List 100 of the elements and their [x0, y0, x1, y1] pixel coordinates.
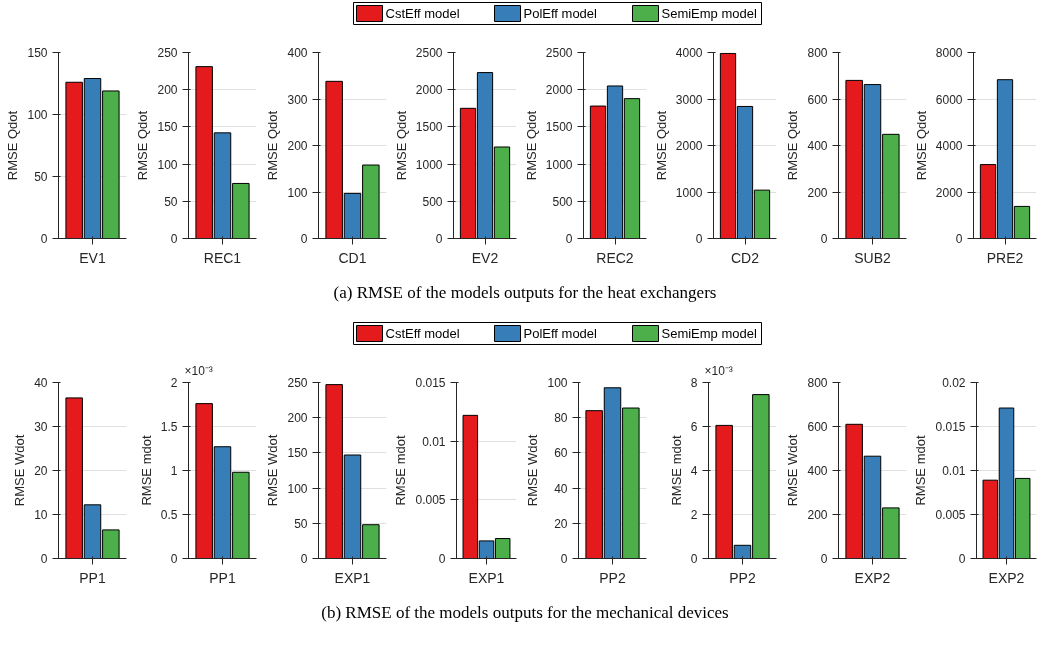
y-tick-label: 0 [438, 552, 446, 566]
x-tick-label: PP1 [209, 569, 236, 586]
y-axis-title: RMSE Wdot [785, 434, 801, 507]
y-axis-title: RMSE Qdot [265, 110, 281, 181]
y-tick-label: 10 [34, 508, 48, 522]
y-tick-label: 1500 [415, 120, 443, 135]
y-tick-label: 500 [422, 194, 443, 209]
y-tick-label: 2500 [545, 46, 573, 60]
y-tick-label: 0 [170, 552, 178, 566]
y-tick-label: 100 [287, 481, 308, 496]
y-tick-label: 100 [157, 157, 178, 172]
y-tick-label: 2000 [415, 83, 443, 98]
y-tick-label: 250 [287, 376, 308, 390]
y-tick-label: 300 [287, 92, 308, 107]
y-tick-label: 250 [157, 46, 178, 60]
y-tick-label: 0.015 [935, 420, 966, 434]
y-tick-label: 100 [27, 108, 48, 122]
legend-label: SemiEmp model [661, 6, 757, 21]
y-tick-label: 80 [554, 411, 568, 426]
text: (b) RMSE of the models outputs for the mechanical devices [321, 602, 729, 624]
x-tick-label: EV2 [471, 249, 499, 266]
legend-label: PolEff model [523, 326, 598, 341]
y-tick-label: 3000 [675, 92, 703, 107]
x-tick-label: CD1 [338, 249, 367, 266]
x-tick-label: EXP1 [468, 569, 505, 586]
y-tick-label: 0 [820, 232, 828, 246]
y-tick-label: 2000 [675, 139, 703, 153]
y-axis-title: RMSE Wdot [12, 434, 28, 507]
y-tick-label: 200 [807, 508, 828, 522]
legend-label: CstEff model [385, 326, 460, 341]
y-tick-label: 0 [300, 232, 308, 246]
y-axis-title: RMSE Qdot [393, 110, 409, 181]
y-tick-label: 1500 [545, 120, 573, 135]
x-tick-label: EXP2 [988, 569, 1025, 586]
y-tick-label: 0 [958, 552, 966, 566]
y-tick-label: 200 [807, 185, 828, 200]
x-tick-label: PP2 [729, 569, 756, 586]
y-tick-label: 1.5 [160, 420, 178, 434]
y-tick-label: 20 [34, 464, 48, 478]
y-tick-label: 2500 [415, 46, 443, 60]
y-tick-label: 1000 [675, 185, 703, 200]
y-axis-title: RMSE Qdot [653, 110, 669, 181]
y-tick-label: 30 [34, 420, 48, 434]
x-tick-label: PRE2 [986, 249, 1024, 266]
x-tick-label: SUB2 [854, 249, 891, 266]
y-tick-label: 600 [807, 420, 828, 434]
y-tick-label: 40 [554, 481, 568, 496]
y-axis-title: RMSE Qdot [913, 110, 929, 181]
text: ×10⁻³ [704, 363, 733, 378]
y-tick-label: 1000 [545, 157, 573, 172]
y-tick-label: 20 [554, 516, 568, 531]
y-tick-label: 2 [690, 508, 698, 522]
y-tick-label: 0 [690, 552, 698, 566]
legend-label: CstEff model [385, 6, 460, 21]
y-tick-label: 0.02 [942, 376, 966, 390]
y-tick-label: 0 [435, 232, 443, 246]
y-tick-label: 600 [807, 92, 828, 107]
y-tick-label: 500 [552, 194, 573, 209]
y-tick-label: 100 [547, 376, 568, 390]
y-axis-title: RMSE mdot [393, 435, 409, 506]
y-tick-label: 0.01 [422, 434, 446, 449]
y-tick-label: 400 [807, 139, 828, 153]
y-tick-label: 150 [27, 46, 48, 60]
y-tick-label: 800 [807, 376, 828, 390]
y-tick-label: 2 [170, 376, 178, 390]
y-tick-label: 0 [40, 232, 48, 246]
y-axis-title: RMSE Qdot [135, 110, 151, 181]
legend-label: PolEff model [523, 6, 598, 21]
y-tick-label: 0.01 [942, 464, 966, 478]
y-tick-label: 0 [820, 552, 828, 566]
y-tick-label: 0.005 [415, 493, 446, 508]
y-tick-label: 8000 [935, 46, 963, 60]
legend-label: SemiEmp model [661, 326, 757, 341]
y-tick-label: 2000 [545, 83, 573, 98]
y-tick-label: 0 [300, 552, 308, 566]
y-tick-label: 0 [955, 232, 963, 246]
y-tick-label: 50 [294, 516, 308, 531]
y-tick-label: 0 [40, 552, 48, 566]
y-tick-label: 0.015 [415, 376, 446, 390]
y-tick-label: 400 [287, 46, 308, 60]
y-tick-label: 150 [157, 120, 178, 135]
y-tick-label: 200 [287, 139, 308, 153]
y-tick-label: 200 [287, 411, 308, 426]
y-tick-label: 800 [807, 46, 828, 60]
y-tick-label: 200 [157, 83, 178, 98]
x-tick-label: PP1 [79, 569, 106, 586]
y-tick-label: 60 [554, 446, 568, 461]
y-axis-title: RMSE Qdot [523, 110, 539, 181]
x-tick-label: EXP2 [854, 569, 891, 586]
y-tick-label: 1000 [415, 157, 443, 172]
y-tick-label: 0.5 [160, 508, 178, 522]
y-tick-label: 40 [34, 376, 48, 390]
y-axis-title: RMSE mdot [913, 435, 929, 506]
y-axis-title: RMSE Wdot [265, 434, 281, 507]
y-axis-title: RMSE Qdot [5, 110, 21, 181]
y-tick-label: 0 [560, 552, 568, 566]
y-tick-label: 0.005 [935, 508, 966, 522]
y-tick-label: 0 [565, 232, 573, 246]
y-tick-label: 100 [287, 185, 308, 200]
y-tick-label: 50 [164, 194, 178, 209]
